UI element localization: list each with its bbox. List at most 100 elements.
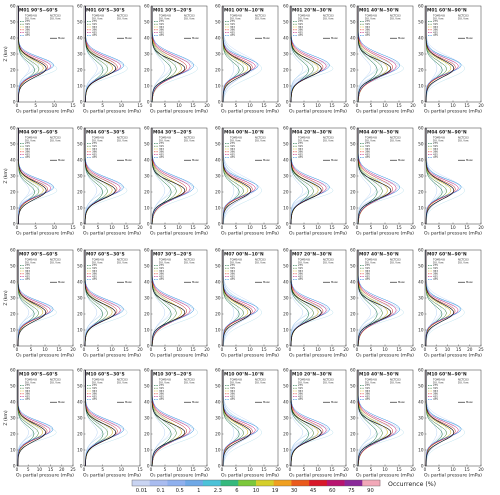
legend-row-label: 353 [230,25,235,29]
legend-row-label: 315 [92,386,97,390]
x-axis-label: O₃ partial pressure (mPa) [150,231,208,237]
legend-row-label: 275 [92,263,97,267]
legend-row-label: 353 [25,389,30,393]
y-tick-label: 20 [418,67,424,72]
colorbar-tick-label: 60 [329,488,336,494]
y-tick-label: 0 [13,343,16,348]
legend-mean-label: Mean [466,36,473,40]
panel-title: M01 20°N−30°N [292,8,332,14]
y-tick-label: 0 [13,221,16,226]
legend-header: NCTCO3 [323,378,334,382]
legend-subheader: DU / km [365,260,376,264]
y-axis-label: Z (km) [3,168,9,184]
y-tick-label: 40 [418,279,424,284]
legend-row-label: 396 [159,272,164,276]
panel-title: M10 90°S−60°S [19,372,58,378]
legend-subheader: DU / km [50,16,61,20]
x-tick-label: 10 [450,225,456,230]
legend-row-label: 435 [92,394,97,398]
y-tick-label: 50 [144,383,150,388]
x-tick-label: 20 [275,225,281,230]
x-axis-label: O₃ partial pressure (mPa) [424,109,482,115]
y-tick-label: 20 [10,67,16,72]
panel-title: M01 60°N−90°N [427,8,467,14]
y-tick-label: 10 [215,83,221,88]
legend-row-label: 475 [92,155,97,159]
legend-mean-label: Mean [466,158,473,162]
legend-row-label: 275 [25,383,30,387]
y-tick-label: 10 [10,83,16,88]
legend-header: TOMS-V8 [365,258,377,262]
x-tick-label: 15 [70,103,76,108]
legend-row-label: 396 [159,150,164,154]
y-tick-label: 50 [77,263,83,268]
x-tick-label: 20 [410,103,416,108]
y-tick-label: 40 [77,279,83,284]
x-tick-label: 20 [204,347,210,352]
x-tick-label: 5 [303,467,306,472]
x-axis-label: O₃ partial pressure (mPa) [424,353,482,359]
legend-row-label: 315 [230,386,235,390]
legend-row-label: 353 [25,147,30,151]
legend-row-label: 396 [230,150,235,154]
legend-row-label: 353 [92,269,97,273]
y-tick-label: 0 [353,463,356,468]
x-tick-label: 5 [370,467,373,472]
panel-frame [221,369,279,467]
panel-title: M01 00°N−10°N [224,8,264,14]
y-tick-label: 60 [10,3,16,8]
legend-subheader: DU / km [230,138,241,142]
legend-row-label: 315 [365,386,370,390]
y-tick-label: 20 [418,189,424,194]
legend-row-label: 315 [433,386,438,390]
legend-row-label: 396 [298,272,303,276]
y-tick-label: 40 [418,157,424,162]
y-tick-label: 50 [215,141,221,146]
x-axis-label: O₃ partial pressure (mPa) [83,473,141,479]
x-tick-label: 10 [52,225,58,230]
legend-row-label: 475 [92,33,97,37]
legend-row-label: 315 [230,22,235,26]
y-tick-label: 40 [144,157,150,162]
legend-header: TOMS-V8 [159,378,171,382]
x-axis-label: O₃ partial pressure (mPa) [356,109,414,115]
legend-mean-label: Mean [125,400,132,404]
y-tick-label: 60 [10,247,16,252]
legend-row-label: 315 [298,386,303,390]
legend-row-label: 275 [365,383,370,387]
x-tick-label: 0 [356,467,359,472]
legend-subheader: DU / km [255,380,266,384]
y-tick-label: 0 [13,99,16,104]
x-tick-label: 15 [123,225,129,230]
legend-row-label: 275 [230,263,235,267]
legend-row-label: 475 [25,277,30,281]
panel-title: M04 30°S−20°S [153,130,192,136]
colorbar-tick-label: 30 [291,488,298,494]
y-tick-label: 40 [10,35,16,40]
legend-row-label: 353 [298,269,303,273]
legend-mean-label: Mean [125,158,132,162]
legend-header: TOMS-V8 [159,14,171,18]
legend-subheader: DU / km [25,138,36,142]
y-tick-label: 50 [215,383,221,388]
legend-mean-label: Mean [398,400,405,404]
y-tick-label: 0 [218,463,221,468]
x-tick-label: 10 [315,103,321,108]
panel-title: M04 90°S−60°S [19,130,58,136]
y-tick-label: 60 [144,3,150,8]
legend-subheader: DU / km [230,16,241,20]
legend-subheader: DU / km [255,16,266,20]
legend-row-label: 475 [25,155,30,159]
legend-mean-label: Mean [331,280,338,284]
legend-row-label: 475 [230,33,235,37]
